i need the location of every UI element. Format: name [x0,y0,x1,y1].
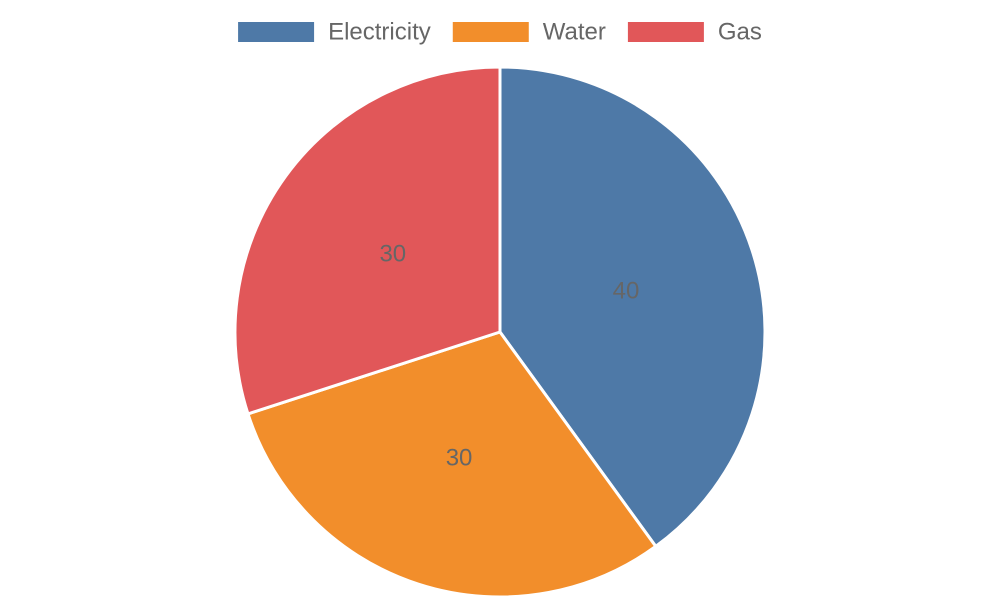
pie-slice-gas[interactable] [233,65,502,416]
legend-label-gas: Gas [718,19,762,46]
legend-item-electricity[interactable]: Electricity [238,19,431,46]
legend-item-gas[interactable]: Gas [627,19,762,46]
pie-slice-electricity[interactable] [498,65,767,548]
chart-legend: Electricity Water Gas [238,19,762,46]
legend-label-electricity: Electricity [328,19,431,46]
pie-slices [233,65,767,599]
legend-item-water[interactable]: Water [452,19,606,46]
legend-swatch-gas [627,22,704,42]
data-label-water: 30 [446,445,473,472]
data-label-electricity: 40 [613,278,640,305]
data-label-gas: 30 [379,241,406,268]
legend-swatch-water [452,22,529,42]
legend-label-water: Water [543,19,606,46]
slice-labels: 40 30 30 [379,241,639,472]
legend-swatch-electricity [238,22,315,42]
pie-slice-water[interactable] [246,330,658,599]
